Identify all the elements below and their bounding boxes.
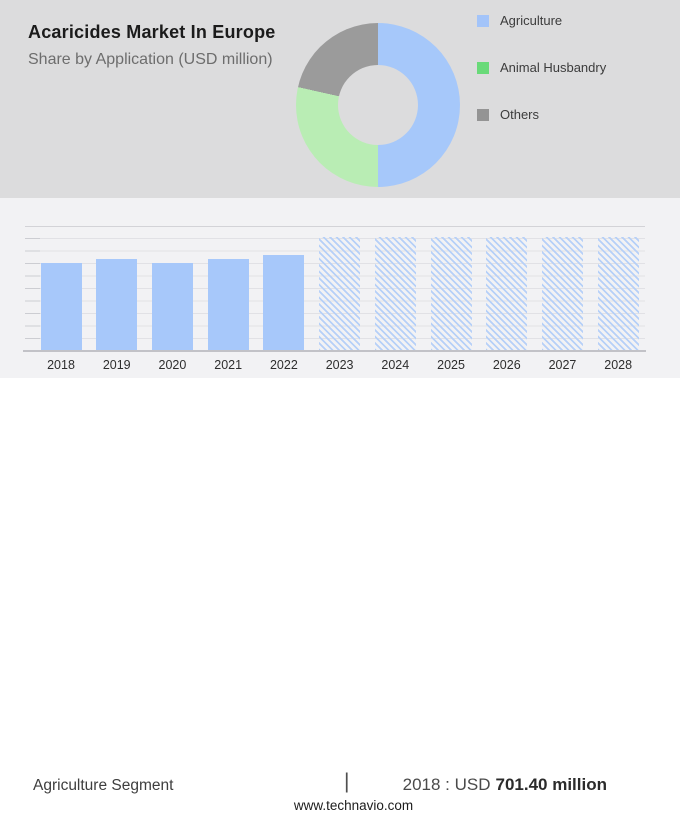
year-label-2024: 2024: [381, 358, 410, 372]
legend-item-others: Others: [477, 107, 606, 122]
donut-chart: [296, 23, 460, 187]
x-axis-line: [23, 350, 646, 352]
website-url: www.technavio.com: [293, 798, 414, 813]
bar-2027: [541, 237, 583, 351]
year-label-2026: 2026: [492, 358, 521, 372]
legend-swatch-icon: [477, 61, 489, 74]
axis-ticks: [25, 238, 40, 342]
legend: Agriculture Animal Husbandry Others: [477, 13, 606, 122]
bar-2028: [597, 237, 639, 351]
bar-2026: [486, 237, 528, 351]
year-label-2020: 2020: [158, 358, 187, 372]
bar-2018: [40, 263, 82, 351]
bar-2021: [207, 259, 249, 351]
bar-2022: [263, 255, 305, 351]
year-label-2027: 2027: [548, 358, 577, 372]
legend-label: Agriculture: [500, 13, 563, 28]
page-title: Acaricides Market In Europe: [28, 22, 276, 42]
legend-label: Others: [500, 107, 540, 122]
chart-panel: 2018 2019 2020 2021 2022 2023 2024 2025 2026 2027…: [0, 198, 680, 378]
legend-item-agriculture: Agriculture: [477, 13, 606, 28]
legend-item-animal-husbandry: Animal Husbandry: [477, 60, 606, 75]
footer: Agriculture Segment | 2018 : USD 701.40 m…: [0, 378, 680, 813]
stat-text: 2018 : USD 701.40 million: [403, 775, 607, 795]
bar-2019: [96, 259, 138, 351]
bar-2020: [151, 262, 193, 351]
legend-swatch-icon: [477, 14, 489, 27]
page-subtitle: Share by Application (USD million): [28, 51, 273, 68]
separator-pipe: |: [344, 770, 350, 793]
year-label-2021: 2021: [214, 358, 243, 372]
bar-2025: [430, 237, 472, 351]
year-label-2023: 2023: [325, 358, 354, 372]
year-label-2018: 2018: [47, 358, 75, 372]
year-label-2025: 2025: [437, 358, 465, 372]
legend-label: Animal Husbandry: [500, 60, 607, 75]
year-label-2028: 2028: [604, 358, 633, 372]
bar-2024: [374, 237, 416, 351]
grid-top-line: [25, 226, 645, 227]
donut-hole: [338, 65, 418, 145]
segment-label: Agriculture Segment: [33, 777, 174, 794]
bar-chart: 2018 2019 2020 2021 2022 2023 2024 2025 2026 2027…: [0, 198, 680, 378]
bar-2023: [319, 237, 361, 351]
year-label-2019: 2019: [102, 358, 131, 372]
stat-prefix: 2018 : USD: [402, 775, 491, 794]
stat-value: 701.40 million: [495, 775, 608, 794]
top-panel: Acaricides Market In Europe Share by App…: [0, 0, 680, 198]
year-label-2022: 2022: [269, 358, 298, 372]
legend-swatch-icon: [477, 108, 489, 121]
